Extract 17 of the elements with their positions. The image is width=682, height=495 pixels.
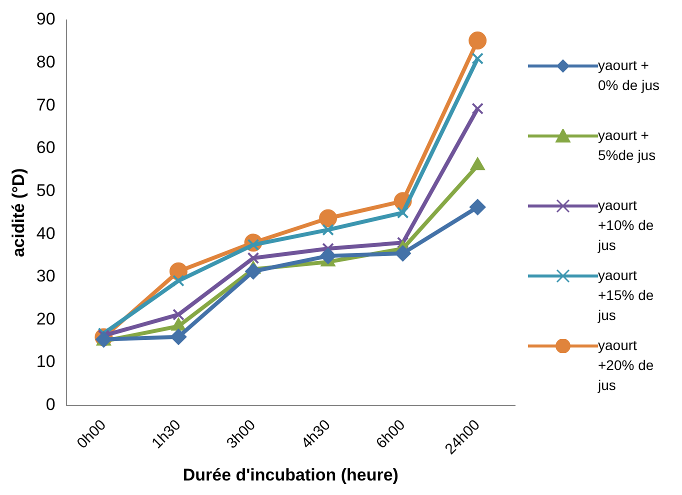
legend-label: yaourt +20% de jus <box>598 336 655 395</box>
y-tick-label: 60 <box>36 138 56 158</box>
legend-label: yaourt +15% de jus <box>598 266 655 325</box>
y-tick-label: 90 <box>36 10 56 29</box>
y-tick-label: 80 <box>36 52 56 72</box>
y-tick-label: 70 <box>36 95 56 114</box>
y-tick-label: 20 <box>36 309 56 328</box>
y-tick-label: 0 <box>46 395 56 414</box>
legend-label: yaourt + 5%de jus <box>598 126 657 165</box>
x-axis-title: Durée d'incubation (heure) <box>182 465 398 484</box>
y-tick-label: 50 <box>36 180 56 200</box>
legend-label: yaourt +10% de jus <box>598 196 655 255</box>
y-tick-label: 10 <box>36 352 56 372</box>
y-tick-label: 30 <box>36 266 56 286</box>
y-axis-title: acidité (°D) <box>8 168 28 258</box>
y-tick-label: 40 <box>36 224 56 243</box>
legend-label: yaourt + 0% de jus <box>598 56 660 95</box>
